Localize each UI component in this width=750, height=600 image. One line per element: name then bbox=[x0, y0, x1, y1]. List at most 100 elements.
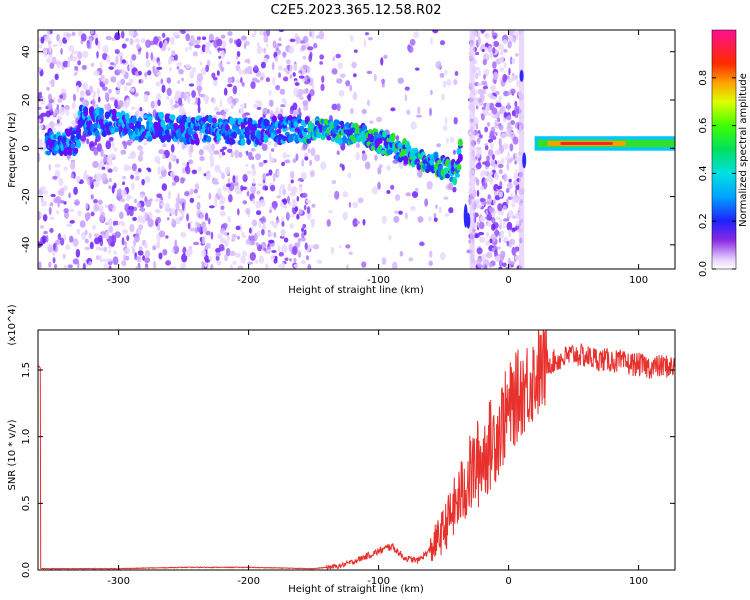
spectrogram-speck bbox=[301, 44, 306, 51]
spectrogram-speck bbox=[489, 130, 495, 137]
spectrogram-speck bbox=[488, 262, 492, 269]
spectrogram-speck bbox=[94, 237, 100, 245]
ridge-blob bbox=[279, 116, 285, 121]
spectrogram-speck bbox=[453, 79, 458, 86]
spectrogram-speck bbox=[349, 35, 354, 42]
ridge-blob bbox=[211, 117, 217, 124]
spectrogram-speck bbox=[174, 208, 178, 217]
spectrogram-speck bbox=[38, 118, 42, 123]
spectrogram-speck bbox=[498, 138, 502, 147]
spectrogram-speck bbox=[50, 78, 55, 88]
ridge-spike bbox=[522, 152, 527, 169]
spectrogram-speck bbox=[96, 87, 100, 97]
spectrogram-speck bbox=[373, 73, 377, 82]
spectrogram-speck bbox=[491, 247, 495, 253]
spectrogram-speck bbox=[79, 91, 86, 99]
spectrogram-speck bbox=[490, 141, 494, 150]
spectrogram-speck bbox=[286, 59, 291, 65]
spectrogram-speck bbox=[274, 56, 278, 63]
spectrogram-speck bbox=[86, 138, 90, 145]
spectrogram-speck bbox=[124, 203, 130, 213]
spectrogram-speck bbox=[511, 247, 517, 255]
ridge-blob bbox=[236, 128, 242, 135]
spectrogram-speck bbox=[478, 221, 485, 230]
spectrogram-speck bbox=[348, 201, 352, 208]
spectrogram-speck bbox=[115, 55, 119, 65]
spectrogram-speck bbox=[182, 202, 185, 211]
spectrogram-speck bbox=[254, 259, 259, 264]
spectrogram-speck bbox=[256, 42, 260, 48]
spectrogram-speck bbox=[49, 227, 54, 233]
spectrogram-speck bbox=[124, 241, 127, 247]
spectrogram-speck bbox=[188, 45, 193, 51]
spectrogram-speck bbox=[86, 40, 91, 49]
spectrogram-speck bbox=[486, 222, 492, 227]
spectrogram-speck bbox=[500, 254, 505, 261]
spectrogram-speck bbox=[156, 240, 161, 249]
spectrogram-speck bbox=[278, 251, 284, 257]
spectrogram-speck bbox=[262, 107, 269, 116]
spectrogram-speck bbox=[198, 166, 202, 173]
spectrogram-speck bbox=[99, 215, 105, 223]
spectrogram-speck bbox=[302, 64, 308, 70]
spectrogram-speck bbox=[137, 250, 144, 256]
spectrogram-speck bbox=[269, 157, 275, 163]
spectrogram-speck bbox=[516, 79, 520, 88]
spectrogram-speck bbox=[515, 31, 519, 40]
y-tick-label: 20 bbox=[21, 94, 32, 107]
spectrogram-speck bbox=[242, 174, 248, 183]
ridge-blob bbox=[387, 148, 393, 155]
spectrogram-speck bbox=[262, 173, 267, 181]
spectrogram-speck bbox=[205, 259, 210, 263]
spectrogram-speck bbox=[90, 194, 94, 200]
spectrogram-speck bbox=[331, 68, 338, 75]
ridge-blob bbox=[229, 117, 235, 125]
spectrogram-speck bbox=[292, 72, 296, 77]
spectrogram-speck bbox=[496, 216, 501, 220]
spectrogram-speck bbox=[79, 135, 87, 142]
spectrogram-speck bbox=[475, 148, 481, 158]
spectrogram-speck bbox=[216, 38, 223, 47]
spectrogram-speck bbox=[222, 222, 228, 229]
spectrogram-speck bbox=[223, 113, 226, 118]
spectrogram-speck bbox=[424, 198, 429, 207]
spectrogram-speck bbox=[269, 99, 274, 108]
spectrogram-speck bbox=[232, 98, 237, 106]
spectrogram-speck bbox=[213, 106, 220, 112]
spectrogram-speck bbox=[158, 230, 166, 238]
spectrogram-speck bbox=[477, 82, 483, 87]
snr-x-ticks: -300 -200 -100 0 100 bbox=[107, 330, 648, 587]
spectrogram-speck bbox=[475, 123, 479, 130]
spectrogram-speck bbox=[386, 189, 391, 194]
spectrogram-speck bbox=[56, 104, 60, 110]
spectrogram-speck bbox=[111, 141, 115, 148]
spectrogram-speck bbox=[301, 231, 305, 239]
spectrogram-speck bbox=[486, 214, 493, 221]
spectrogram-speck bbox=[40, 225, 44, 229]
spectrogram-speck bbox=[145, 59, 151, 68]
spectrogram-speck bbox=[374, 154, 378, 161]
spectrogram-speck bbox=[173, 175, 180, 183]
spectrogram-speck bbox=[137, 168, 142, 173]
spectrogram-speck bbox=[71, 31, 76, 37]
spectrogram-speck bbox=[129, 58, 133, 66]
spectrogram-speck bbox=[304, 156, 309, 161]
spectrogram-speck bbox=[319, 54, 325, 60]
spectrogram-speck bbox=[63, 264, 68, 269]
spectrogram-speck bbox=[309, 88, 315, 97]
spectrogram-speck bbox=[440, 93, 445, 101]
spectrogram-speck bbox=[176, 61, 182, 67]
spectrogram-speck bbox=[430, 36, 433, 46]
spectrogram-speck bbox=[165, 235, 169, 239]
spectrogram-noise bbox=[38, 30, 525, 269]
spectrogram-speck bbox=[138, 246, 143, 251]
spectrogram-speck bbox=[430, 89, 433, 96]
spectrogram-speck bbox=[200, 67, 207, 75]
spectrogram-speck bbox=[120, 30, 125, 39]
spectrogram-speck bbox=[213, 181, 220, 185]
spectrogram-speck bbox=[258, 255, 264, 264]
spectrogram-speck bbox=[395, 135, 400, 141]
spectrogram-band bbox=[469, 30, 475, 269]
spectrogram-ridge bbox=[44, 69, 675, 229]
spectrogram-speck bbox=[364, 161, 371, 170]
